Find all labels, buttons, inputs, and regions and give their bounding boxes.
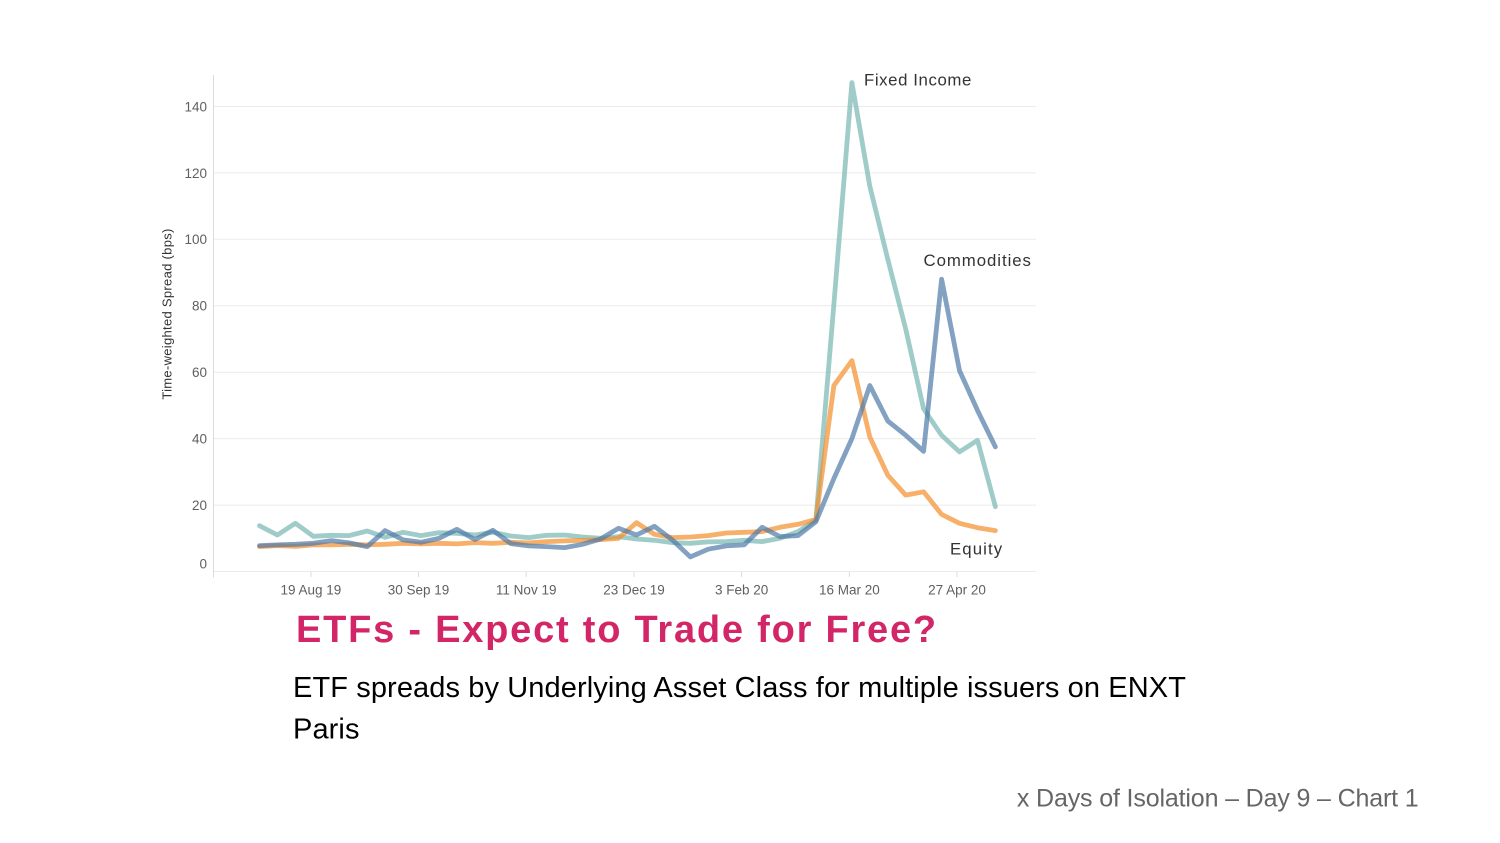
svg-text:Commodities: Commodities [924, 251, 1032, 270]
svg-text:ETFs - Expect to Trade for Fre: ETFs - Expect to Trade for Free? [296, 609, 938, 651]
svg-text:Equity: Equity [950, 540, 1003, 559]
svg-text:140: 140 [184, 99, 207, 114]
svg-text:Time-weighted Spread (bps): Time-weighted Spread (bps) [160, 228, 175, 399]
svg-text:40: 40 [192, 432, 207, 447]
svg-text:80: 80 [192, 299, 207, 314]
svg-text:100: 100 [184, 232, 207, 247]
svg-text:30 Sep 19: 30 Sep 19 [388, 583, 450, 598]
svg-text:27 Apr 20: 27 Apr 20 [928, 583, 986, 598]
svg-text:0: 0 [199, 556, 207, 571]
svg-text:60: 60 [192, 365, 207, 380]
svg-text:ETF spreads by Underlying Asse: ETF spreads by Underlying Asset Class fo… [293, 672, 1186, 746]
svg-text:11 Nov 19: 11 Nov 19 [496, 583, 557, 598]
svg-text:19 Aug 19: 19 Aug 19 [280, 583, 341, 598]
svg-text:x Days of Isolation – Day 9 –: x Days of Isolation – Day 9 – Chart 1 [1017, 785, 1419, 813]
svg-text:20: 20 [192, 498, 207, 513]
svg-text:16 Mar 20: 16 Mar 20 [819, 583, 880, 598]
svg-text:120: 120 [184, 166, 207, 181]
svg-text:23 Dec 19: 23 Dec 19 [603, 583, 665, 598]
svg-text:3 Feb 20: 3 Feb 20 [715, 583, 768, 598]
svg-text:Fixed Income: Fixed Income [864, 71, 972, 90]
